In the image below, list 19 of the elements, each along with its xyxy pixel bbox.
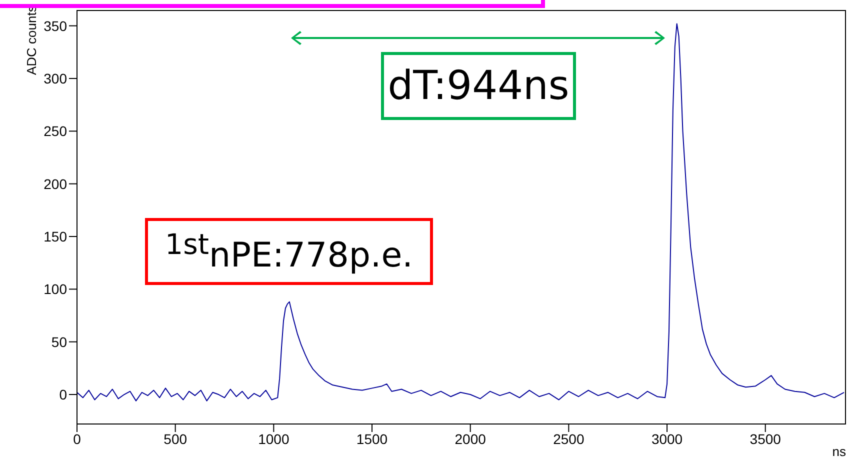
y-tick-label: 200 <box>44 176 68 192</box>
y-tick-label: 150 <box>44 228 68 244</box>
x-tick-label: 3500 <box>750 430 782 447</box>
x-tick-label: 3000 <box>651 430 683 447</box>
annotation: dT:944ns <box>388 63 570 109</box>
x-tick-label: 1500 <box>356 430 388 447</box>
y-tick-label: 50 <box>51 334 68 350</box>
x-tick-label: 500 <box>164 430 188 447</box>
y-tick-label: 100 <box>44 281 68 298</box>
y-tick-label: 300 <box>44 70 68 86</box>
y-tick-label: 0 <box>59 386 68 402</box>
x-tick-label: 2500 <box>553 430 584 447</box>
y-tick-label: 350 <box>44 18 68 34</box>
x-axis-title: ns <box>832 444 846 459</box>
y-tick-label: 250 <box>44 123 68 140</box>
x-tick-label: 2000 <box>454 430 486 447</box>
x-tick-label: 1000 <box>258 430 290 447</box>
annotation: $^{1st}$nPE:778p.e. <box>165 228 413 276</box>
x-tick-label: 0 <box>73 430 82 447</box>
